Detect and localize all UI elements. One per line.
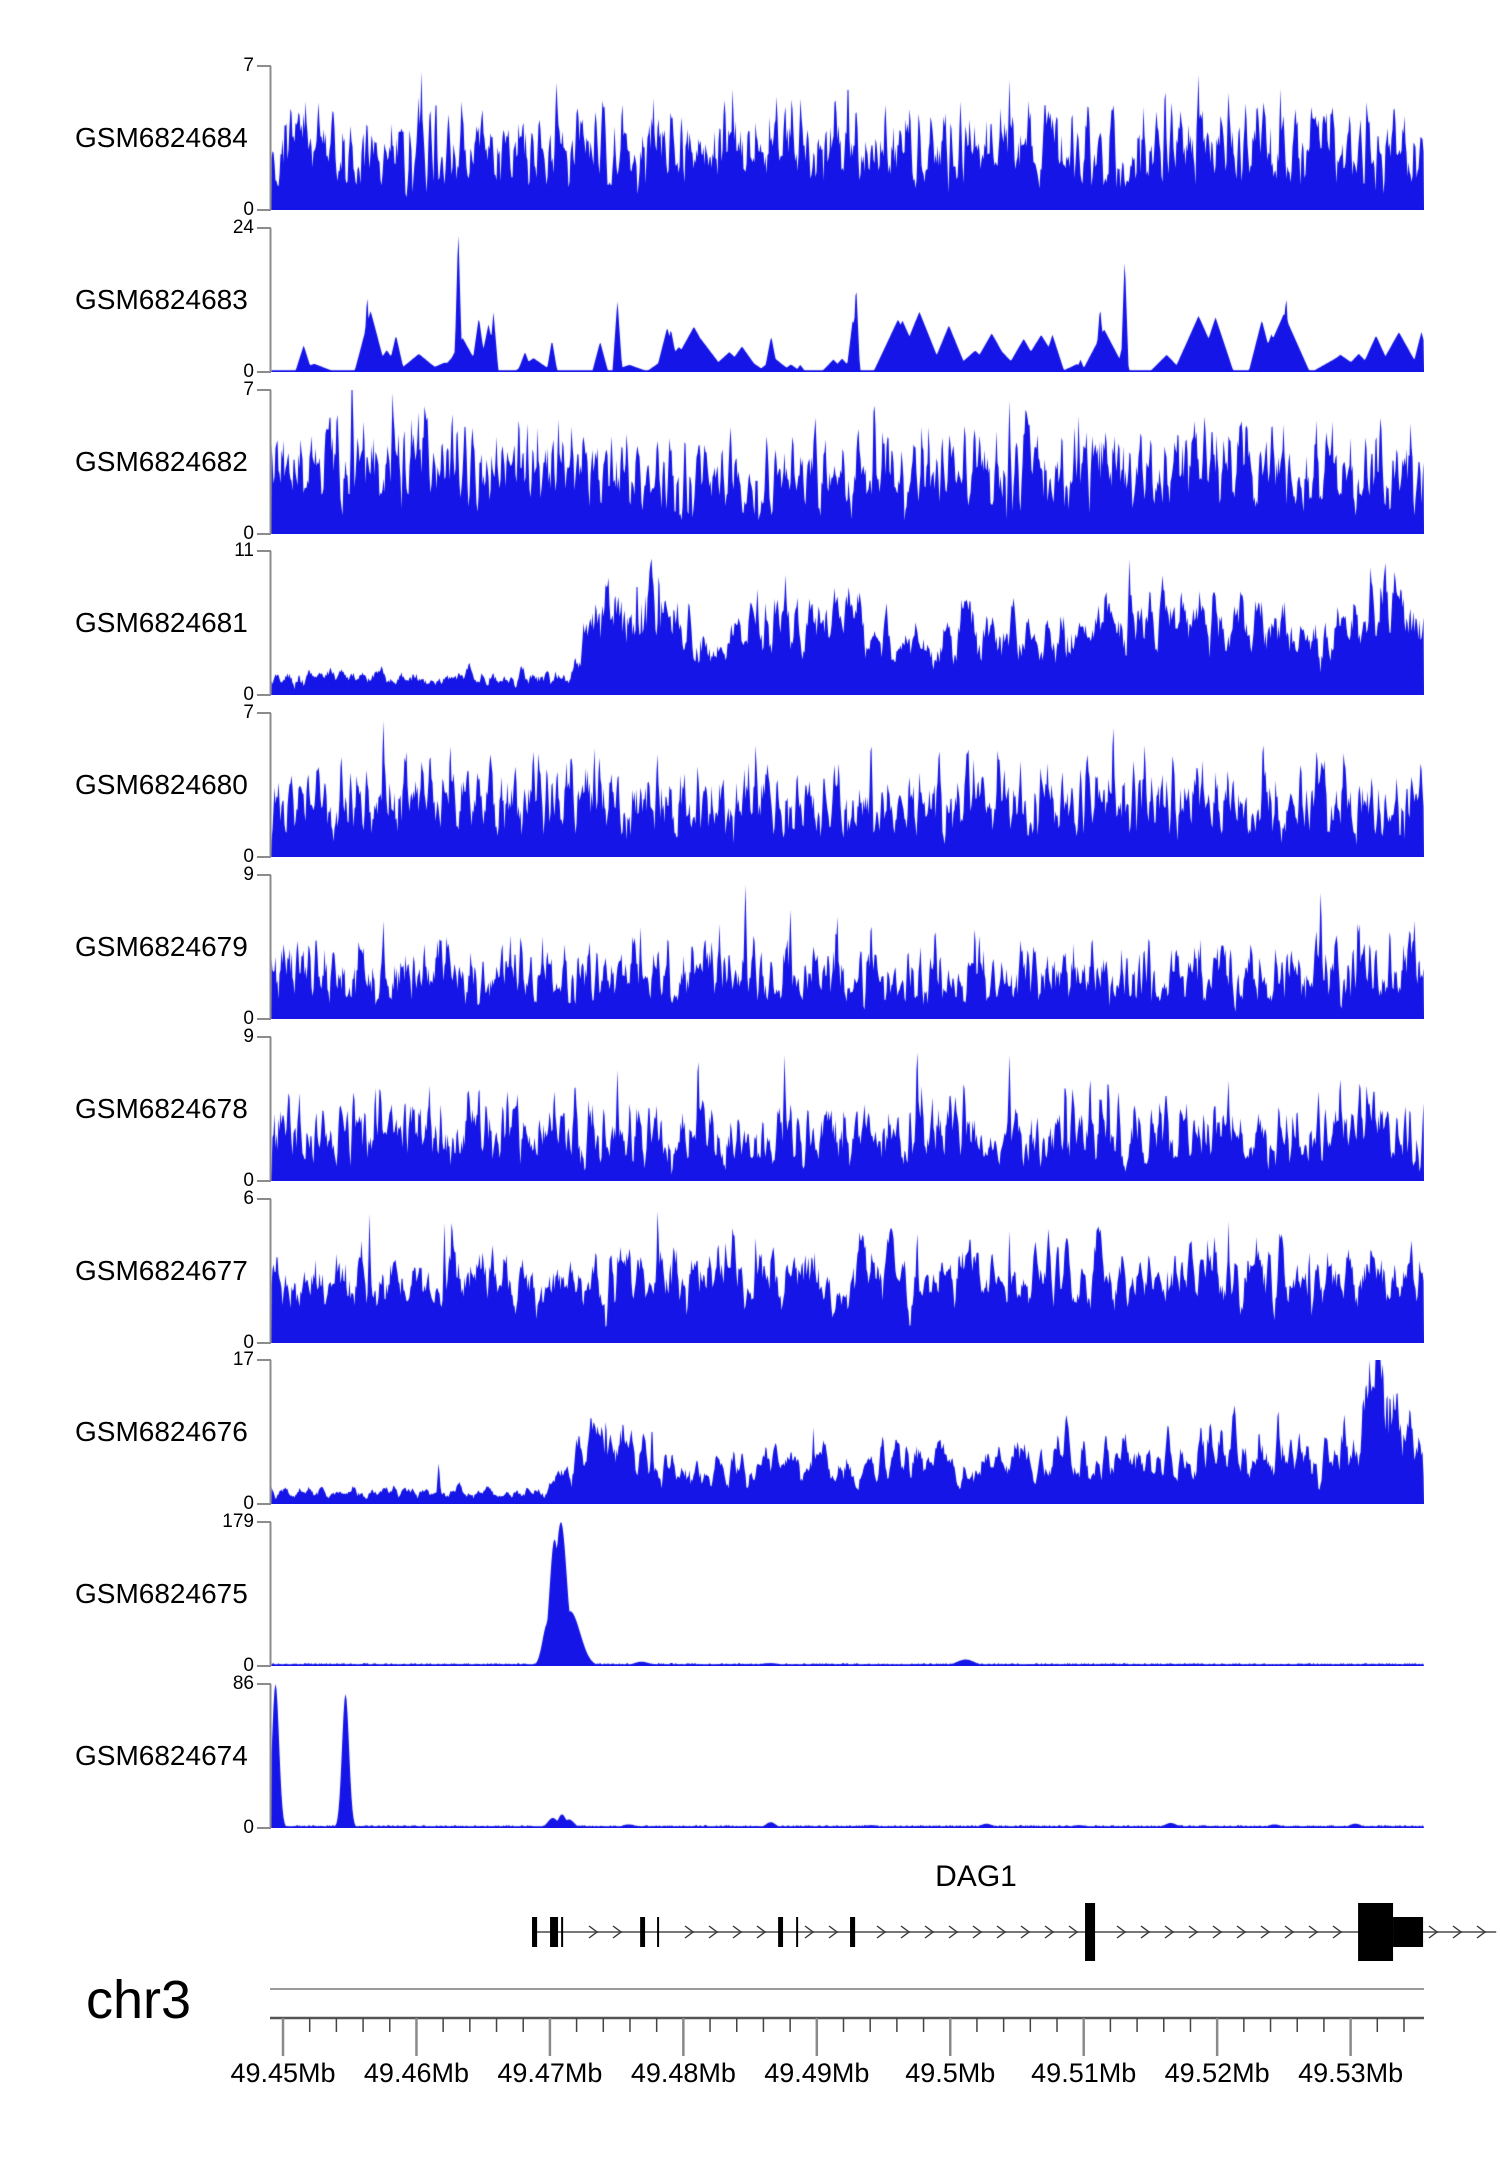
axis-tick-label: 49.45Mb (230, 2058, 335, 2088)
yaxis-min-label: 0 (243, 1655, 254, 1676)
gene-exon (640, 1917, 646, 1947)
axis-tick-label: 49.49Mb (764, 2058, 869, 2088)
strand-arrow-icon (1308, 1925, 1319, 1939)
yaxis-max-label: 7 (243, 379, 254, 400)
gene-exon (778, 1917, 784, 1947)
yaxis-max-label: 179 (222, 1511, 254, 1532)
strand-arrow-icon (1188, 1925, 1199, 1939)
gene-exon (550, 1917, 559, 1947)
strand-arrow-icon (1164, 1925, 1175, 1939)
yaxis-max-label: 7 (243, 702, 254, 723)
strand-arrow-icon (1260, 1925, 1271, 1939)
strand-arrow-icon (1332, 1925, 1343, 1939)
chromosome-label: chr3 (86, 1970, 192, 2030)
signal-area-chart (271, 875, 1424, 1019)
yaxis-max-label: 11 (234, 540, 254, 561)
yaxis-min-label: 0 (243, 1008, 254, 1029)
gene-exon (561, 1917, 564, 1947)
axis-tick-label: 49.5Mb (905, 2058, 995, 2088)
yaxis-min-label: 0 (243, 1332, 254, 1353)
gene-exon (657, 1917, 660, 1947)
yaxis-max-label: 17 (232, 1349, 254, 1370)
strand-arrow-icon (1236, 1925, 1247, 1939)
yaxis-max-label: 86 (232, 1673, 254, 1694)
strand-arrow-icon (708, 1925, 719, 1939)
signal-area-chart (271, 1522, 1424, 1666)
strand-arrow-icon (1428, 1925, 1439, 1939)
strand-arrow-icon (1116, 1925, 1127, 1939)
track-label: GSM6824681 (75, 607, 248, 638)
track-label: GSM6824679 (75, 931, 248, 962)
axis-tick-label: 49.46Mb (364, 2058, 469, 2088)
strand-arrow-icon (972, 1925, 983, 1939)
yaxis-min-label: 0 (243, 684, 254, 705)
strand-arrow-icon (1212, 1925, 1223, 1939)
axis-tick-label: 49.51Mb (1031, 2058, 1136, 2088)
strand-arrow-icon (612, 1925, 623, 1939)
axis-tick-label: 49.47Mb (497, 2058, 602, 2088)
strand-arrow-icon (804, 1925, 815, 1939)
signal-area-chart (271, 1360, 1424, 1504)
strand-arrow-icon (1020, 1925, 1031, 1939)
strand-arrow-icon (924, 1925, 935, 1939)
strand-arrow-icon (732, 1925, 743, 1939)
strand-arrow-icon (876, 1925, 887, 1939)
signal-area-chart (271, 713, 1424, 857)
track-label: GSM6824674 (75, 1740, 248, 1771)
strand-arrow-icon (1140, 1925, 1151, 1939)
strand-arrow-icon (588, 1925, 599, 1939)
strand-arrow-icon (996, 1925, 1007, 1939)
signal-area-chart (271, 66, 1424, 210)
track-label: GSM6824677 (75, 1255, 248, 1286)
yaxis-min-label: 0 (243, 1170, 254, 1191)
yaxis-min-label: 0 (243, 1493, 254, 1514)
gene-exon (1393, 1917, 1424, 1947)
axis-tick-label: 49.53Mb (1298, 2058, 1403, 2088)
strand-arrow-icon (828, 1925, 839, 1939)
strand-arrow-icon (684, 1925, 695, 1939)
signal-area-chart (271, 390, 1424, 534)
yaxis-max-label: 9 (243, 864, 254, 885)
strand-arrow-icon (1044, 1925, 1055, 1939)
yaxis-max-label: 24 (232, 217, 254, 238)
gene-exon (796, 1917, 799, 1947)
gene-exon (532, 1917, 538, 1947)
axis-tick-label: 49.48Mb (631, 2058, 736, 2088)
signal-area-chart (271, 551, 1424, 695)
strand-arrow-icon (1452, 1925, 1463, 1939)
gene-exon (850, 1917, 856, 1947)
yaxis-min-label: 0 (243, 1817, 254, 1838)
axis-tick-label: 49.52Mb (1165, 2058, 1270, 2088)
track-label: GSM6824676 (75, 1416, 248, 1447)
yaxis-max-label: 7 (243, 55, 254, 76)
yaxis-min-label: 0 (243, 361, 254, 382)
yaxis-max-label: 9 (243, 1026, 254, 1047)
strand-arrow-icon (756, 1925, 767, 1939)
strand-arrow-icon (1068, 1925, 1079, 1939)
signal-area-chart (271, 1199, 1424, 1343)
track-label: GSM6824678 (75, 1093, 248, 1124)
track-label: GSM6824683 (75, 284, 248, 315)
signal-area-chart (271, 1037, 1424, 1181)
strand-arrow-icon (1284, 1925, 1295, 1939)
track-label: GSM6824684 (75, 122, 248, 153)
yaxis-max-label: 6 (243, 1188, 254, 1209)
signal-area-chart (271, 1684, 1424, 1828)
gene-name-label: DAG1 (935, 1860, 1017, 1893)
gene-exon (1358, 1903, 1394, 1961)
signal-area-chart (271, 228, 1424, 372)
yaxis-min-label: 0 (243, 523, 254, 544)
track-label: GSM6824680 (75, 769, 248, 800)
strand-arrow-icon (1476, 1925, 1487, 1939)
yaxis-min-label: 0 (243, 199, 254, 220)
track-label: GSM6824675 (75, 1578, 248, 1609)
gene-exon (1085, 1903, 1096, 1961)
track-label: GSM6824682 (75, 446, 248, 477)
yaxis-min-label: 0 (243, 846, 254, 867)
strand-arrow-icon (900, 1925, 911, 1939)
strand-arrow-icon (948, 1925, 959, 1939)
